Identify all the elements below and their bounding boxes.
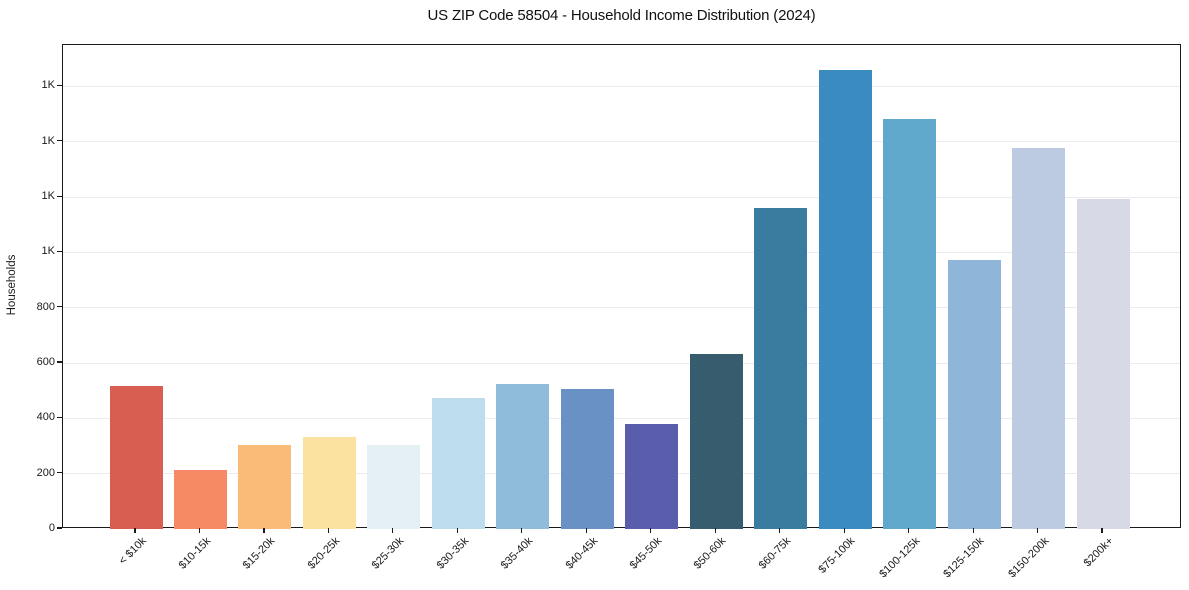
x-tick-label-text: $100-125k — [876, 535, 923, 581]
x-tick-mark — [263, 528, 265, 533]
x-tick-label-text: $150-200k — [1005, 535, 1052, 581]
bar-$100-125k — [883, 119, 936, 529]
x-tick-label-text: < $10k — [116, 535, 149, 568]
bar-$40-45k — [561, 389, 614, 529]
y-tick-mark — [57, 84, 62, 87]
gridline — [63, 196, 1180, 198]
y-tick-mark — [57, 140, 62, 142]
y-tick-label: 800 — [36, 300, 55, 313]
chart-title: US ZIP Code 58504 - Household Income Dis… — [427, 7, 816, 24]
x-tick-mark — [714, 528, 716, 533]
y-tick-label: 1K — [41, 79, 55, 92]
gridline — [63, 85, 1180, 87]
bar-$30-35k — [432, 398, 485, 529]
gridline — [63, 473, 1180, 475]
x-tick-mark — [779, 528, 781, 533]
y-tick-label: 1K — [41, 245, 55, 258]
y-tick-label: 0 — [48, 522, 55, 534]
gridline — [63, 362, 1180, 364]
bar-$150-200k — [1012, 148, 1065, 529]
x-tick-label-text: $75-100k — [816, 535, 858, 576]
x-tick-mark — [392, 528, 394, 533]
y-tick-mark — [57, 250, 62, 253]
x-tick-label-text: $40-45k — [563, 535, 600, 572]
x-tick-mark — [327, 528, 329, 533]
x-tick-mark — [972, 528, 974, 533]
gridline — [63, 417, 1180, 419]
y-tick-label: 600 — [36, 356, 55, 369]
bar-$20-25k — [303, 437, 356, 529]
y-tick-mark — [57, 527, 62, 529]
x-tick-label-text: $15-20k — [240, 535, 278, 572]
gridline — [63, 251, 1180, 253]
x-tick-mark — [134, 528, 136, 533]
bar-$35-40k — [496, 384, 549, 529]
bar-$125-150k — [948, 260, 1001, 529]
x-tick-mark — [198, 528, 201, 533]
y-tick-mark — [57, 416, 62, 418]
bar-< $10k — [110, 386, 163, 529]
y-tick-mark — [57, 472, 62, 474]
x-tick-label-text: $45-50k — [627, 535, 665, 572]
x-tick-mark — [585, 528, 587, 533]
y-tick-label: 200 — [36, 466, 55, 479]
bar-$60-75k — [754, 208, 807, 529]
bar-$75-100k — [819, 70, 872, 529]
x-tick-label-text: $125-150k — [941, 535, 987, 581]
x-tick-mark — [1101, 528, 1103, 533]
x-tick-label-text: $20-25k — [305, 535, 342, 572]
x-tick-label-text: $60-75k — [756, 535, 794, 572]
x-tick-label-text: $35-40k — [498, 535, 536, 572]
x-tick-mark — [650, 528, 652, 533]
x-tick-label-text: $200k+ — [1081, 535, 1116, 570]
x-tick-mark — [908, 528, 910, 533]
x-tick-mark — [843, 528, 845, 533]
y-tick-mark — [57, 195, 62, 197]
x-tick-label-text: $30-35k — [434, 535, 471, 572]
bar-$15-20k — [238, 445, 291, 529]
gridline — [63, 141, 1180, 143]
x-tick-label-text: $50-60k — [692, 535, 729, 572]
y-tick-label: 400 — [36, 411, 55, 424]
x-tick-mark — [456, 528, 458, 533]
plot-area — [62, 44, 1181, 529]
x-tick-label-text: $25-30k — [369, 535, 407, 572]
bar-$10-15k — [174, 470, 227, 529]
y-tick-label: 1K — [41, 134, 55, 147]
y-tick-label: 1K — [41, 190, 55, 203]
gridline — [63, 307, 1180, 309]
x-tick-mark — [521, 528, 523, 533]
x-tick-label-text: $10-15k — [176, 535, 213, 572]
x-tick-mark — [1036, 528, 1039, 533]
bar-$200k+ — [1077, 199, 1130, 529]
bar-$45-50k — [625, 424, 678, 529]
bar-$25-30k — [367, 445, 420, 529]
y-tick-mark — [57, 361, 62, 363]
y-tick-mark — [57, 306, 62, 308]
bar-$50-60k — [690, 354, 743, 529]
